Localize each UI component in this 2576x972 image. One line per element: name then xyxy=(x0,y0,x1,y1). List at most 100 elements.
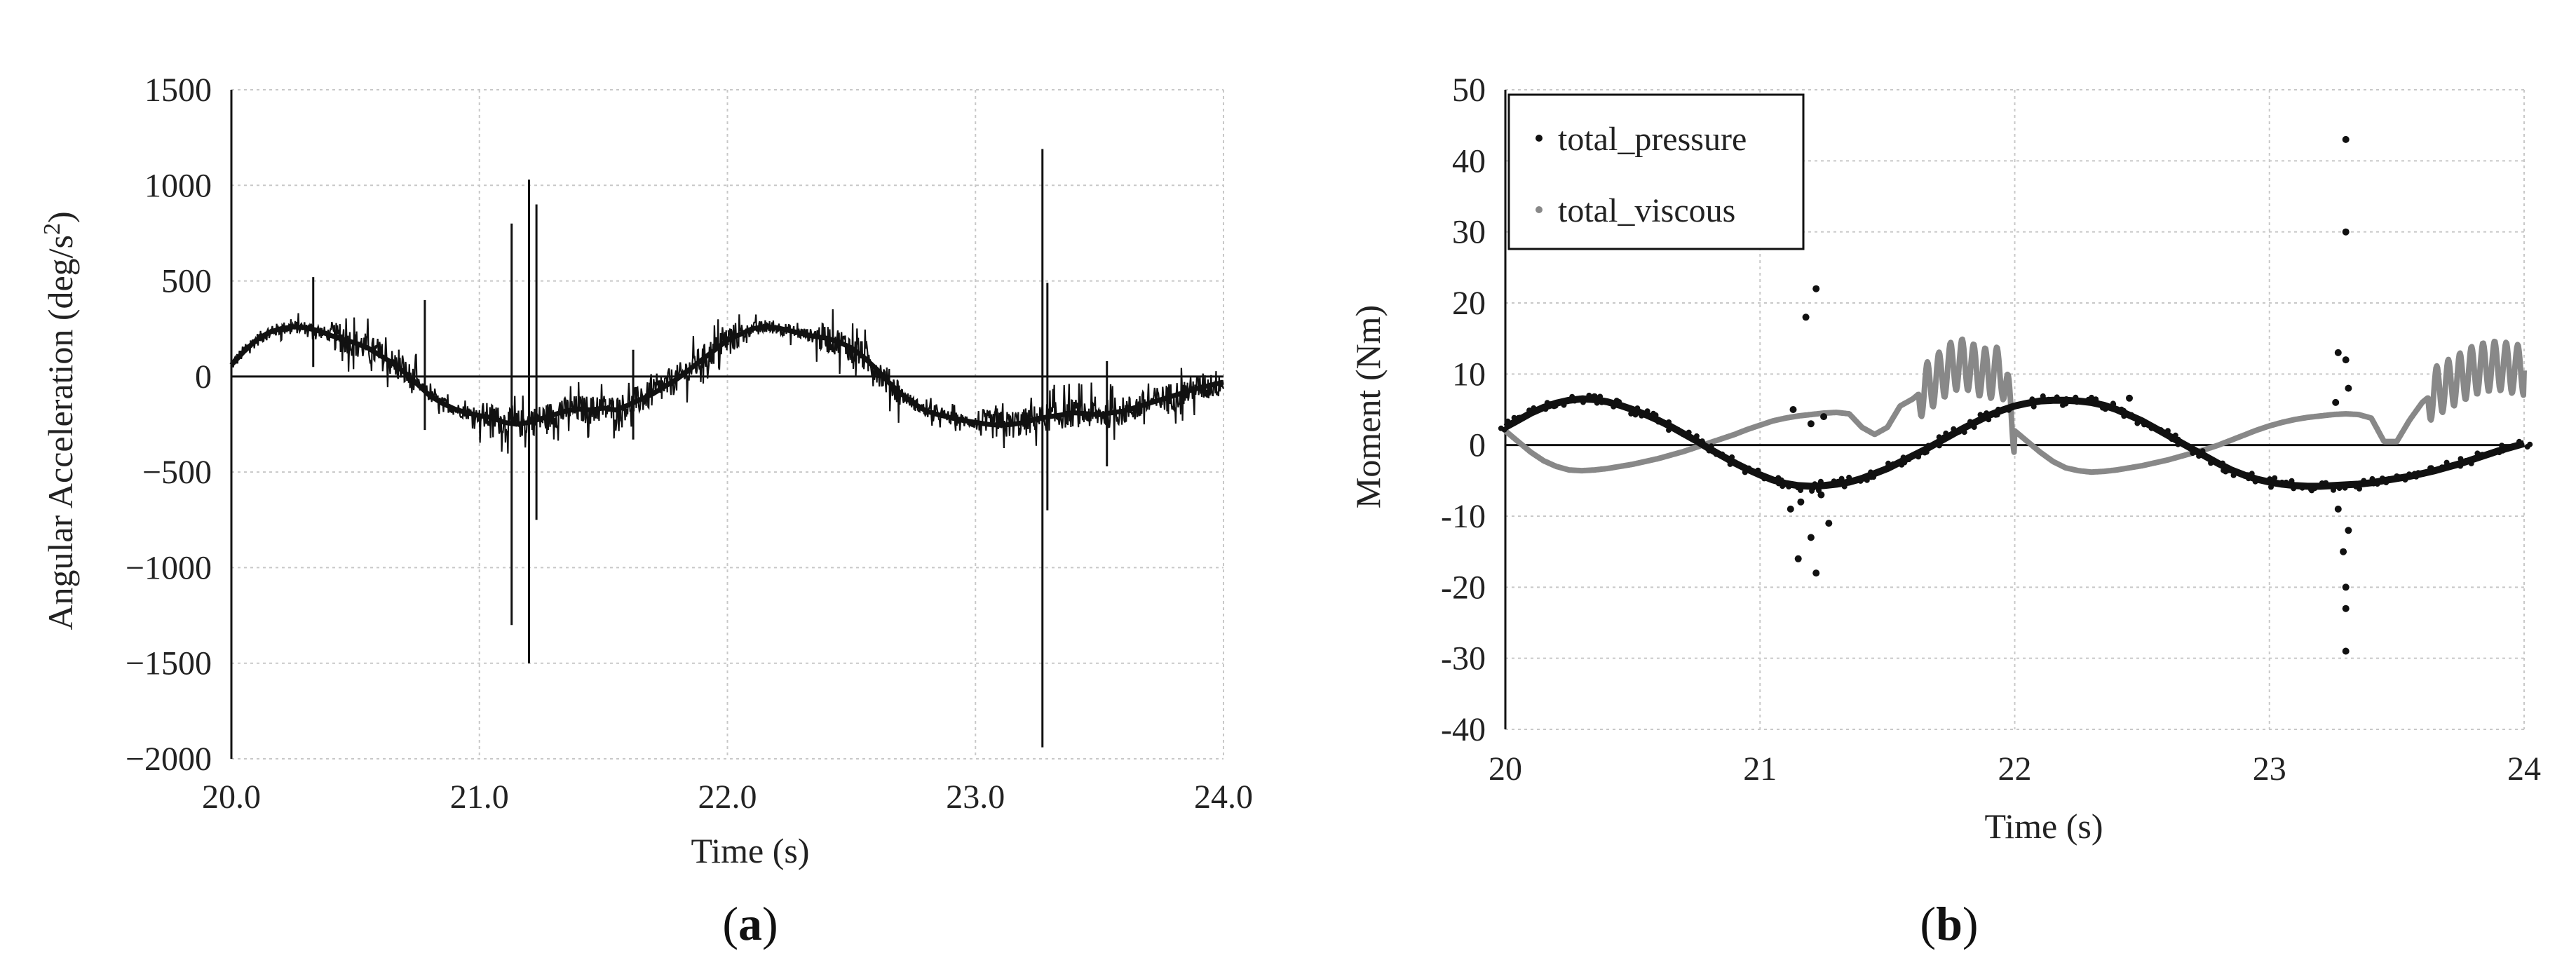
scatter-point-total-pressure xyxy=(2120,407,2127,414)
scatter-point-total-pressure xyxy=(1679,431,1686,437)
scatter-point-total-pressure xyxy=(2527,441,2533,447)
outlier-point-total-pressure xyxy=(1807,420,1815,428)
scatter-point-total-pressure xyxy=(2353,483,2359,490)
outlier-point-total-pressure xyxy=(2126,394,2133,402)
y-tick-label: −500 xyxy=(142,454,212,491)
scatter-point-total-pressure xyxy=(2063,396,2070,402)
x-tick-label: 24.0 xyxy=(1194,778,1253,816)
scatter-point-total-pressure xyxy=(2327,482,2333,489)
scatter-point-total-pressure xyxy=(1977,412,1984,418)
scatter-point-total-pressure xyxy=(1936,434,1942,440)
scatter-point-total-pressure xyxy=(2507,445,2514,451)
scatter-point-total-pressure xyxy=(1569,393,1575,400)
scatter-point-total-pressure xyxy=(1936,443,1942,449)
chart-a-y-axis-title: Angular Acceleration (deg/s2) xyxy=(39,211,81,630)
scatter-point-total-pressure xyxy=(1675,426,1681,433)
outlier-point-total-pressure xyxy=(2342,228,2350,236)
scatter-point-total-pressure xyxy=(2432,468,2439,474)
y-tick-label: 500 xyxy=(161,263,212,300)
scatter-point-total-pressure xyxy=(2268,484,2274,490)
scatter-point-total-pressure xyxy=(2371,480,2377,487)
scatter-point-total-pressure xyxy=(2468,460,2474,466)
outlier-point-total-pressure xyxy=(2340,548,2347,555)
scatter-point-total-pressure xyxy=(2121,413,2127,419)
scatter-point-total-pressure xyxy=(1967,419,1973,425)
y-tick-label: -40 xyxy=(1441,711,1486,748)
scatter-point-total-pressure xyxy=(1868,469,1874,475)
scatter-point-total-pressure xyxy=(1864,477,1870,483)
x-tick-label: 22.0 xyxy=(698,778,757,816)
scatter-point-total-pressure xyxy=(1686,429,1692,436)
legend-marker-total-pressure xyxy=(1536,135,1543,142)
scatter-point-total-pressure xyxy=(1664,422,1670,428)
scatter-point-total-pressure xyxy=(1871,474,1877,480)
scatter-point-total-pressure xyxy=(2134,420,2141,426)
x-tick-label: 20 xyxy=(1489,750,1522,788)
scatter-point-total-pressure xyxy=(1650,410,1657,417)
series-line-total-viscous xyxy=(1503,336,2527,475)
chart-b-panel-label: (b) xyxy=(1920,897,1978,950)
scatter-point-total-pressure xyxy=(1780,483,1786,490)
scatter-point-total-pressure xyxy=(1551,403,1557,410)
scatter-point-total-pressure xyxy=(2439,464,2445,471)
scatter-point-total-pressure xyxy=(2379,475,2385,482)
outlier-point-total-pressure xyxy=(2334,349,2342,356)
scatter-point-total-pressure xyxy=(1571,398,1578,404)
scatter-point-total-pressure xyxy=(1994,412,2000,418)
legend-marker-total-viscous xyxy=(1536,206,1543,213)
scatter-point-total-pressure xyxy=(2443,459,2450,466)
outlier-point-total-pressure xyxy=(1820,413,1828,421)
scatter-point-total-pressure xyxy=(2496,450,2502,456)
scatter-point-total-pressure xyxy=(2157,427,2164,433)
x-tick-label: 22 xyxy=(1998,750,2032,788)
y-tick-label: 1000 xyxy=(144,167,212,204)
scatter-point-total-pressure xyxy=(1986,417,1992,423)
scatter-point-total-pressure xyxy=(2458,456,2464,462)
scatter-point-total-pressure xyxy=(2196,453,2202,459)
scatter-point-total-pressure xyxy=(1739,464,1745,469)
scatter-point-total-pressure xyxy=(2349,481,2355,487)
scatter-point-total-pressure xyxy=(2486,451,2492,457)
scatter-point-total-pressure xyxy=(2331,487,2336,493)
chart-b-legend: total_pressure total_viscous xyxy=(1507,93,1805,250)
scatter-point-total-pressure xyxy=(1606,400,1612,406)
outlier-point-total-pressure xyxy=(1807,534,1815,541)
scatter-point-total-pressure xyxy=(2323,480,2329,486)
scatter-point-total-pressure xyxy=(2427,465,2434,471)
scatter-point-total-pressure xyxy=(1655,419,1662,425)
scatter-point-total-pressure xyxy=(1646,414,1652,419)
scatter-point-total-pressure xyxy=(1498,425,1504,431)
outlier-point-total-pressure xyxy=(2342,356,2350,364)
scatter-point-total-pressure xyxy=(2128,412,2134,418)
y-tick-label: 40 xyxy=(1452,142,1486,180)
scatter-point-total-pressure xyxy=(1755,467,1761,473)
scatter-point-total-pressure xyxy=(1981,412,1988,419)
scatter-point-total-pressure xyxy=(2249,471,2255,477)
scatter-point-total-pressure xyxy=(1719,451,1726,457)
y-tick-label: -30 xyxy=(1441,640,1486,677)
scatter-point-total-pressure xyxy=(2164,430,2171,436)
outlier-point-total-pressure xyxy=(1825,520,1833,527)
scatter-point-total-pressure xyxy=(1733,459,1738,466)
scatter-point-total-pressure xyxy=(1900,454,1906,461)
chart-a-grid xyxy=(231,89,1224,760)
scatter-point-total-pressure xyxy=(1531,405,1537,411)
scatter-point-total-pressure xyxy=(2169,436,2175,443)
scatter-point-total-pressure xyxy=(1961,429,1967,436)
scatter-point-total-pressure xyxy=(1505,418,1511,424)
y-tick-label: 1500 xyxy=(144,72,212,109)
outlier-point-total-pressure xyxy=(2342,583,2350,591)
scatter-point-total-pressure xyxy=(1706,447,1712,454)
scatter-point-total-pressure xyxy=(1599,399,1605,405)
scatter-point-total-pressure xyxy=(1700,440,1706,446)
scatter-point-total-pressure xyxy=(2016,402,2023,408)
scatter-point-total-pressure xyxy=(2045,396,2052,403)
scatter-point-total-pressure xyxy=(1923,449,1930,455)
scatter-point-total-pressure xyxy=(1817,478,1824,485)
scatter-point-total-pressure xyxy=(1594,400,1600,406)
scatter-point-total-pressure xyxy=(2413,473,2420,480)
scatter-point-total-pressure xyxy=(1786,483,1792,490)
